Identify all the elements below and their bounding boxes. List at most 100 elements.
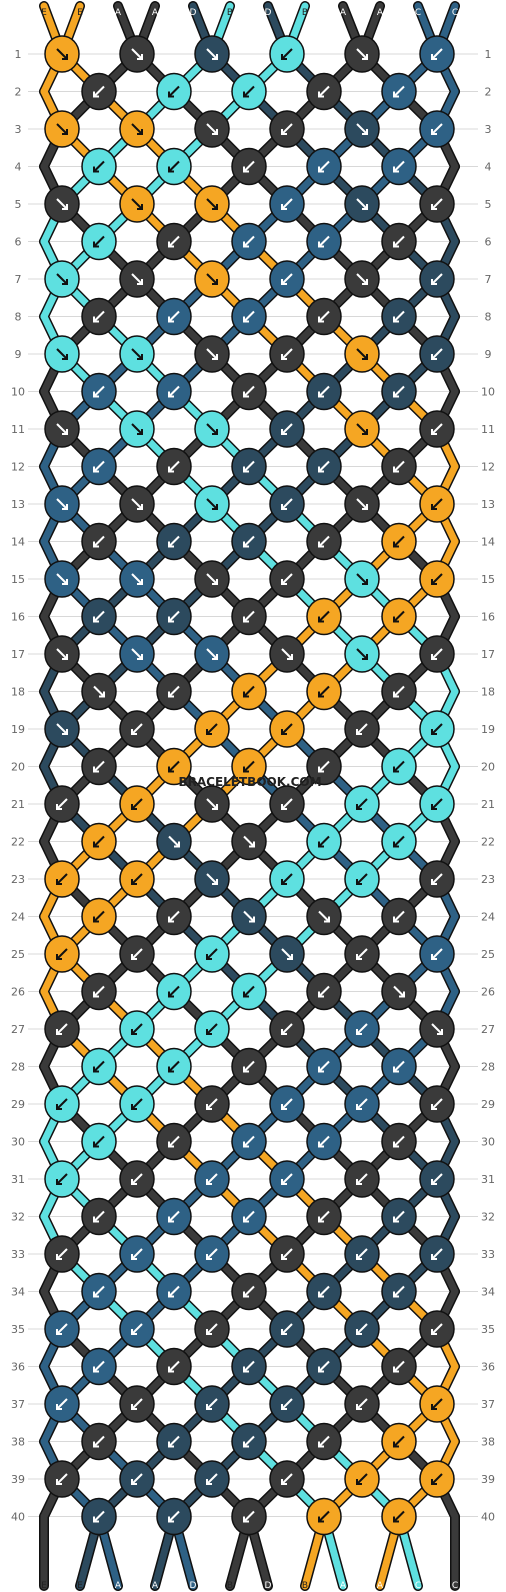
knot <box>381 1272 417 1311</box>
knot-arrow-icon <box>393 1060 405 1073</box>
knot <box>194 1235 230 1273</box>
knot-arrow-icon <box>318 1435 330 1448</box>
knot-arrow-icon <box>318 310 330 323</box>
knot-arrow-head <box>431 879 437 885</box>
knot-arrow-head <box>393 1441 399 1448</box>
knot-arrow-head <box>168 1066 174 1073</box>
knot-arrow-icon <box>431 723 443 735</box>
knot-arrow-icon <box>206 1098 218 1110</box>
knot-arrow-head <box>281 504 287 510</box>
row-label-right: 36 <box>481 1361 495 1374</box>
row-label-left: 33 <box>11 1248 25 1261</box>
knot-arrow-icon <box>206 648 218 660</box>
knot-arrow-icon <box>281 1023 293 1035</box>
knot-arrow-icon <box>243 1285 255 1298</box>
knot-arrow-head <box>362 354 368 360</box>
knot-arrow-head <box>137 429 143 435</box>
knot-arrow-icon <box>168 1510 180 1523</box>
knot-arrow-icon <box>56 573 68 585</box>
knot <box>119 1085 155 1123</box>
knot-arrow-icon <box>243 310 255 323</box>
knot-arrow-head <box>281 354 287 360</box>
knot-arrow-head <box>168 241 174 248</box>
knot-arrow-head <box>281 129 287 135</box>
knot-arrow-head <box>362 129 368 135</box>
knot-arrow-icon <box>356 573 368 585</box>
knot-arrow-icon <box>243 985 255 998</box>
knot-arrow-head <box>431 204 437 210</box>
knot-arrow-head <box>431 1179 437 1185</box>
knot-arrow-icon <box>431 648 443 660</box>
knot-arrow-icon <box>93 160 105 173</box>
knot-arrow-icon <box>356 1173 368 1185</box>
knot-arrow-icon <box>393 1510 405 1523</box>
knot <box>306 747 342 786</box>
knot-arrow-icon <box>318 385 330 398</box>
knot-arrow-head <box>137 204 143 210</box>
knot-arrow-head <box>249 916 255 923</box>
knot-arrow-icon <box>356 198 368 210</box>
knot <box>156 1497 192 1536</box>
knot <box>269 485 305 523</box>
knot <box>81 897 117 936</box>
knot <box>194 710 230 748</box>
knot-arrow-head <box>93 1216 99 1223</box>
string-letter: D <box>265 1581 272 1591</box>
knot <box>381 1497 417 1536</box>
knot <box>194 635 230 673</box>
row-label-right: 22 <box>481 836 495 849</box>
knot-arrow-head <box>431 54 437 60</box>
knot-arrow-head <box>206 1029 212 1035</box>
knot <box>156 447 192 486</box>
knot-arrow-head <box>281 804 287 810</box>
knot-arrow-head <box>137 129 143 135</box>
knot-arrow-icon <box>206 1023 218 1035</box>
string-letter: C <box>415 1581 421 1591</box>
knot-arrow-icon <box>356 873 368 885</box>
knot-arrow-head <box>243 241 249 248</box>
knot <box>381 597 417 636</box>
knot-arrow-head <box>249 841 255 848</box>
knot <box>119 335 155 373</box>
row-label-right: 18 <box>481 686 495 699</box>
knot-arrow-head <box>318 766 324 773</box>
knot-arrow-head <box>393 466 399 473</box>
row-label-left: 29 <box>11 1098 25 1111</box>
knot-arrow-icon <box>393 535 405 548</box>
knot <box>119 1160 155 1198</box>
knot-arrow-head <box>431 1404 437 1410</box>
knot-arrow-icon <box>243 1210 255 1223</box>
row-label-right: 32 <box>481 1211 495 1224</box>
knot-arrow-icon <box>206 1473 218 1485</box>
knot-arrow-head <box>318 1066 324 1073</box>
knot-arrow-head <box>62 729 68 735</box>
knot <box>119 935 155 973</box>
knot-arrow-head <box>212 804 218 810</box>
knot-arrow-icon <box>431 123 443 135</box>
knot <box>194 335 230 373</box>
knot <box>81 747 117 786</box>
knot <box>269 1460 305 1498</box>
knot-arrow-icon <box>93 1210 105 1223</box>
knot <box>381 972 417 1011</box>
knot-arrow-icon <box>168 535 180 548</box>
knot <box>306 972 342 1011</box>
knot-arrow-icon <box>431 48 443 60</box>
knot-arrow-icon <box>56 873 68 885</box>
knot-arrow-head <box>393 391 399 398</box>
row-label-left: 23 <box>11 873 25 886</box>
knot-arrow-icon <box>318 760 330 773</box>
knot-arrow-head <box>393 1066 399 1073</box>
knot-arrow-head <box>212 204 218 210</box>
knot-arrow-head <box>318 691 324 698</box>
knot-arrow-head <box>243 1141 249 1148</box>
knot-arrow-head <box>318 541 324 548</box>
knot-arrow-head <box>168 1441 174 1448</box>
knot-arrow-head <box>243 1516 249 1523</box>
knot-arrow-icon <box>56 723 68 735</box>
knot-arrow-icon <box>393 160 405 173</box>
knot-arrow-icon <box>93 835 105 848</box>
knot-arrow-head <box>318 991 324 998</box>
knot <box>419 1460 455 1498</box>
knot-arrow-icon <box>431 1248 443 1260</box>
